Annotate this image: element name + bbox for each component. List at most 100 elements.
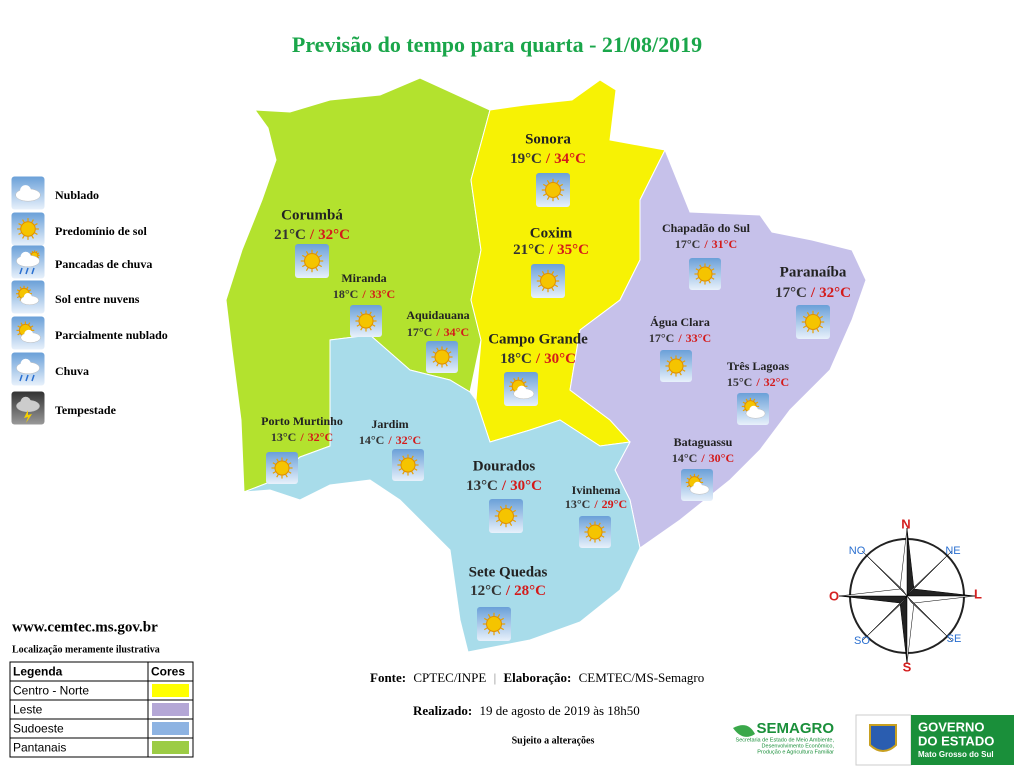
sun-ray bbox=[681, 360, 686, 363]
weather-legend-label: Sol entre nuvens bbox=[55, 292, 140, 306]
temp-max: 31°C bbox=[712, 237, 737, 251]
region-color bbox=[152, 684, 189, 697]
cloud bbox=[693, 481, 702, 491]
temp-separator: / bbox=[505, 583, 511, 599]
sun-ray bbox=[356, 315, 361, 318]
sun-ray bbox=[699, 279, 702, 284]
sun bbox=[545, 182, 561, 198]
sun-ray bbox=[681, 369, 686, 372]
sun-ray bbox=[819, 315, 824, 319]
temp-separator: / bbox=[700, 451, 705, 465]
temp-separator: / bbox=[501, 478, 507, 494]
city: Paranaíba 17°C/32°C bbox=[775, 264, 851, 339]
sun-ray bbox=[483, 617, 488, 621]
sun-ray bbox=[301, 254, 306, 258]
table-header: Legenda bbox=[13, 665, 63, 679]
sun-ray bbox=[272, 462, 277, 465]
cloud bbox=[23, 293, 32, 302]
temp-separator: / bbox=[677, 331, 682, 345]
sun-ray bbox=[315, 267, 319, 272]
sun-ray bbox=[523, 381, 527, 384]
semagro-sub: Produção e Agricultura Familiar bbox=[757, 749, 834, 755]
sun-ray bbox=[585, 535, 590, 538]
sun-ray bbox=[542, 183, 547, 187]
temp-max: 32°C bbox=[308, 430, 333, 444]
gov-line1: GOVERNO bbox=[918, 719, 984, 734]
region-name: Leste bbox=[13, 703, 43, 717]
city: Dourados 13°C/30°C bbox=[466, 458, 542, 533]
rain-drop bbox=[25, 267, 29, 275]
temp-separator: / bbox=[548, 242, 554, 258]
city-name: Dourados bbox=[473, 458, 536, 474]
sun-ray bbox=[554, 284, 559, 288]
city-temp: 21°C/32°C bbox=[274, 227, 350, 243]
sun-ray bbox=[546, 179, 550, 184]
city-name: Jardim bbox=[371, 417, 408, 431]
sun-ray bbox=[559, 193, 564, 197]
sun-ray bbox=[398, 468, 403, 471]
sun-ray bbox=[551, 270, 555, 275]
sun-ray bbox=[816, 328, 820, 333]
sun-ray bbox=[371, 324, 376, 327]
temp-min: 13°C bbox=[565, 497, 590, 511]
sun-ray bbox=[556, 196, 560, 201]
sun bbox=[274, 460, 290, 476]
source-value: CPTEC/INPE bbox=[413, 670, 486, 685]
sun-ray bbox=[541, 270, 545, 275]
lightning bbox=[24, 410, 32, 423]
rain-drop bbox=[31, 267, 35, 275]
sun-ray bbox=[600, 526, 605, 529]
compass-e: L bbox=[974, 586, 982, 601]
sun-ray bbox=[695, 277, 700, 280]
temp-separator: / bbox=[435, 325, 440, 339]
temp-max: 35°C bbox=[557, 242, 589, 258]
sun-ray bbox=[402, 470, 405, 475]
temp-max: 32°C bbox=[318, 227, 350, 243]
compass-s: S bbox=[903, 659, 912, 674]
temp-min: 15°C bbox=[727, 375, 752, 389]
sun-ray bbox=[513, 378, 516, 382]
sun-ray bbox=[18, 223, 23, 226]
temp-max: 32°C bbox=[819, 285, 851, 301]
semagro-sub: Desenvolvimento Econômico, bbox=[762, 743, 835, 749]
sun-ray bbox=[537, 274, 542, 278]
sun bbox=[805, 314, 821, 330]
city-name: Bataguassu bbox=[674, 435, 733, 449]
sun-ray bbox=[679, 356, 682, 361]
city-temp: 17°C/32°C bbox=[775, 285, 851, 301]
city: Sete Quedas 12°C/28°C bbox=[469, 564, 548, 641]
made-value: 19 de agosto de 2019 às 18h50 bbox=[479, 703, 639, 718]
made: Realizado: 19 de agosto de 2019 às 18h50 bbox=[413, 703, 640, 718]
sun-ray bbox=[510, 388, 514, 392]
city: Bataguassu 14°C/ 30°C bbox=[672, 435, 734, 501]
city-temp: 14°C/ 32°C bbox=[359, 433, 421, 447]
city: Três Lagoas 15°C/ 32°C bbox=[727, 359, 789, 425]
temp-min: 12°C bbox=[470, 583, 502, 599]
city-name: Sete Quedas bbox=[469, 564, 548, 580]
sun bbox=[498, 508, 514, 524]
compass: N NE L SE S SO O NO bbox=[829, 516, 982, 674]
sun-ray bbox=[287, 471, 292, 474]
city: Sonora 19°C/34°C bbox=[510, 131, 586, 207]
sun-ray bbox=[33, 223, 38, 226]
made-label: Realizado: bbox=[413, 703, 472, 718]
city-name: Coxim bbox=[530, 225, 573, 241]
sun-ray bbox=[600, 535, 605, 538]
sun bbox=[540, 273, 556, 289]
city-temp: 13°C/30°C bbox=[466, 478, 542, 494]
disclaimer: Sujeito a alterações bbox=[512, 735, 595, 746]
sun-ray bbox=[497, 630, 501, 635]
sun bbox=[434, 349, 450, 365]
city-name: Água Clara bbox=[650, 315, 710, 329]
temp-separator: / bbox=[387, 433, 392, 447]
temp-max: 30°C bbox=[544, 351, 576, 367]
sun-ray bbox=[276, 458, 279, 463]
sun-ray bbox=[31, 219, 34, 224]
city-temp: 13°C/ 29°C bbox=[565, 497, 627, 511]
compass-ne: NE bbox=[945, 545, 960, 557]
temp-min: 18°C bbox=[333, 287, 358, 301]
city-name: Aquidauana bbox=[406, 308, 469, 322]
city-temp: 17°C/ 33°C bbox=[649, 331, 711, 345]
sun-ray bbox=[670, 371, 673, 376]
